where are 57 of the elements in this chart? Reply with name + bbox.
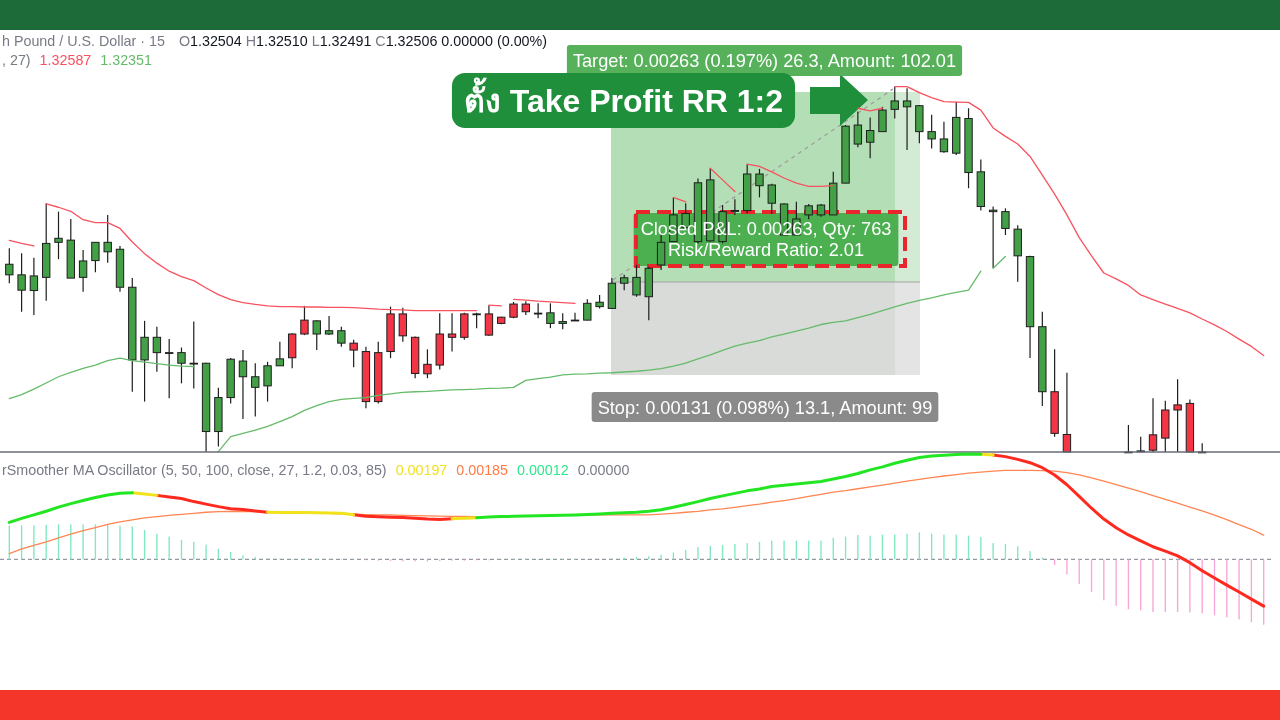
candlestick (164, 338, 174, 399)
candlestick (177, 346, 186, 384)
text: rSmoother MA Oscillator (5, 50, 100, close, 27, 1.2, 0.03, 85) (2, 462, 387, 478)
candlestick (5, 247, 14, 284)
candlestick (152, 326, 162, 373)
candlestick (460, 312, 469, 341)
candlestick (29, 257, 39, 316)
candlestick (447, 312, 457, 353)
candlestick (939, 121, 949, 154)
candlestick (878, 106, 887, 133)
candlestick (533, 302, 543, 319)
candlestick (1173, 378, 1182, 453)
candlestick (337, 326, 346, 348)
candlestick (1001, 207, 1010, 236)
candlestick (17, 252, 26, 313)
annotation: 0.00185 (456, 462, 509, 478)
annotation: ตั้ง Take Profit RR 1:2 (463, 77, 784, 120)
annotation: Stop: 0.00131 (0.098%) 13.1, Amount: 99 (597, 397, 933, 418)
candlestick (632, 264, 641, 298)
candlestick (398, 307, 408, 343)
candlestick (238, 349, 248, 420)
candlestick (312, 319, 321, 351)
candlestick (484, 304, 494, 337)
candlestick (287, 332, 297, 369)
candlestick (927, 114, 936, 150)
candlestick (755, 168, 764, 198)
candlestick (546, 302, 555, 329)
chart-title: h Pound / U.S. Dollar · 15 (2, 33, 165, 49)
candlestick (570, 312, 580, 322)
text: 1.32587 (39, 52, 92, 68)
text: , 27) (2, 52, 31, 68)
candlestick (767, 183, 776, 215)
annotation: 0.00012 (517, 462, 569, 478)
text: O1.32504 H1.32510 L1.32491 C1.32506 0.00000 (0.00%) (178, 33, 548, 49)
text: Target: 0.00263 (0.197%) 26.3, Amount: 102.01 (572, 51, 957, 72)
candlestick (853, 110, 863, 148)
text: 1.32351 (100, 52, 153, 68)
candlestick (902, 87, 912, 151)
candlestick (78, 249, 88, 293)
candlestick (865, 116, 875, 159)
candlestick (54, 211, 63, 260)
candlestick (349, 339, 358, 368)
candlestick (583, 298, 592, 321)
candlestick (890, 86, 899, 120)
candlestick (263, 361, 272, 403)
candlestick (140, 320, 149, 403)
candlestick (275, 341, 285, 367)
candlestick (189, 320, 198, 390)
candlestick (91, 241, 100, 273)
candlestick (423, 348, 432, 379)
candlestick (251, 362, 260, 418)
annotation: 0.00000 (577, 462, 630, 478)
candlestick (730, 198, 740, 216)
annotation: 0.00197 (395, 462, 448, 478)
candlestick (103, 214, 112, 264)
candlestick (1148, 397, 1158, 453)
annotation: Risk/Reward Ratio: 2.01 (667, 240, 865, 260)
